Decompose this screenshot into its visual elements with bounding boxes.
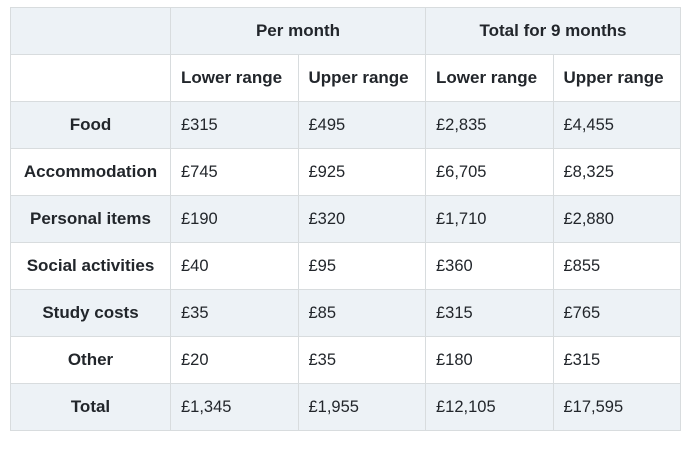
total-9-months-group-header: Total for 9 months bbox=[424, 7, 682, 55]
table-container: Per month Total for 9 months Lower range… bbox=[10, 7, 682, 431]
cell-value: £4,455 bbox=[552, 101, 682, 149]
cost-table: Per month Total for 9 months Lower range… bbox=[10, 7, 682, 431]
cell-value: £315 bbox=[425, 289, 554, 337]
table-row-study-costs: Study costs £35 £85 £315 £765 bbox=[10, 289, 682, 337]
table-row-accommodation: Accommodation £745 £925 £6,705 £8,325 bbox=[10, 148, 682, 196]
cell-value: £6,705 bbox=[425, 148, 554, 196]
cell-value: £1,710 bbox=[425, 195, 554, 243]
cell-value: £20 bbox=[170, 336, 299, 384]
row-label: Social activities bbox=[10, 242, 171, 290]
cell-value: £495 bbox=[297, 101, 426, 149]
cell-value: £745 bbox=[170, 148, 299, 196]
cell-value: £180 bbox=[425, 336, 554, 384]
cell-value: £2,880 bbox=[552, 195, 682, 243]
row-label: Food bbox=[10, 101, 171, 149]
cell-value: £8,325 bbox=[552, 148, 682, 196]
cell-value: £17,595 bbox=[552, 383, 682, 431]
table-row-personal-items: Personal items £190 £320 £1,710 £2,880 bbox=[10, 195, 682, 243]
cell-value: £12,105 bbox=[425, 383, 554, 431]
sub-header-per-month-lower: Lower range bbox=[170, 54, 299, 102]
cell-value: £190 bbox=[170, 195, 299, 243]
cell-value: £1,345 bbox=[170, 383, 299, 431]
cell-value: £35 bbox=[297, 336, 426, 384]
cell-value: £765 bbox=[552, 289, 682, 337]
cell-value: £320 bbox=[297, 195, 426, 243]
row-label: Personal items bbox=[10, 195, 171, 243]
cell-value: £35 bbox=[170, 289, 299, 337]
column-group-header-row: Per month Total for 9 months bbox=[10, 7, 682, 55]
row-label: Study costs bbox=[10, 289, 171, 337]
table-row-food: Food £315 £495 £2,835 £4,455 bbox=[10, 101, 682, 149]
sub-header-per-month-upper: Upper range bbox=[297, 54, 426, 102]
sub-header-total-lower: Lower range bbox=[425, 54, 554, 102]
cell-value: £360 bbox=[425, 242, 554, 290]
row-label: Other bbox=[10, 336, 171, 384]
cell-value: £1,955 bbox=[297, 383, 426, 431]
table-row-total: Total £1,345 £1,955 £12,105 £17,595 bbox=[10, 383, 682, 431]
row-label: Total bbox=[10, 383, 171, 431]
sub-header-row: Lower range Upper range Lower range Uppe… bbox=[10, 54, 682, 102]
cell-value: £315 bbox=[552, 336, 682, 384]
sub-header-total-upper: Upper range bbox=[552, 54, 682, 102]
cell-value: £315 bbox=[170, 101, 299, 149]
table-row-social-activities: Social activities £40 £95 £360 £855 bbox=[10, 242, 682, 290]
cell-value: £85 bbox=[297, 289, 426, 337]
cell-value: £2,835 bbox=[425, 101, 554, 149]
cell-value: £855 bbox=[552, 242, 682, 290]
cell-value: £925 bbox=[297, 148, 426, 196]
corner-cell bbox=[10, 7, 171, 55]
cell-value: £95 bbox=[297, 242, 426, 290]
cell-value: £40 bbox=[170, 242, 299, 290]
per-month-group-header: Per month bbox=[170, 7, 426, 55]
corner-cell bbox=[10, 54, 171, 102]
row-label: Accommodation bbox=[10, 148, 171, 196]
table-row-other: Other £20 £35 £180 £315 bbox=[10, 336, 682, 384]
